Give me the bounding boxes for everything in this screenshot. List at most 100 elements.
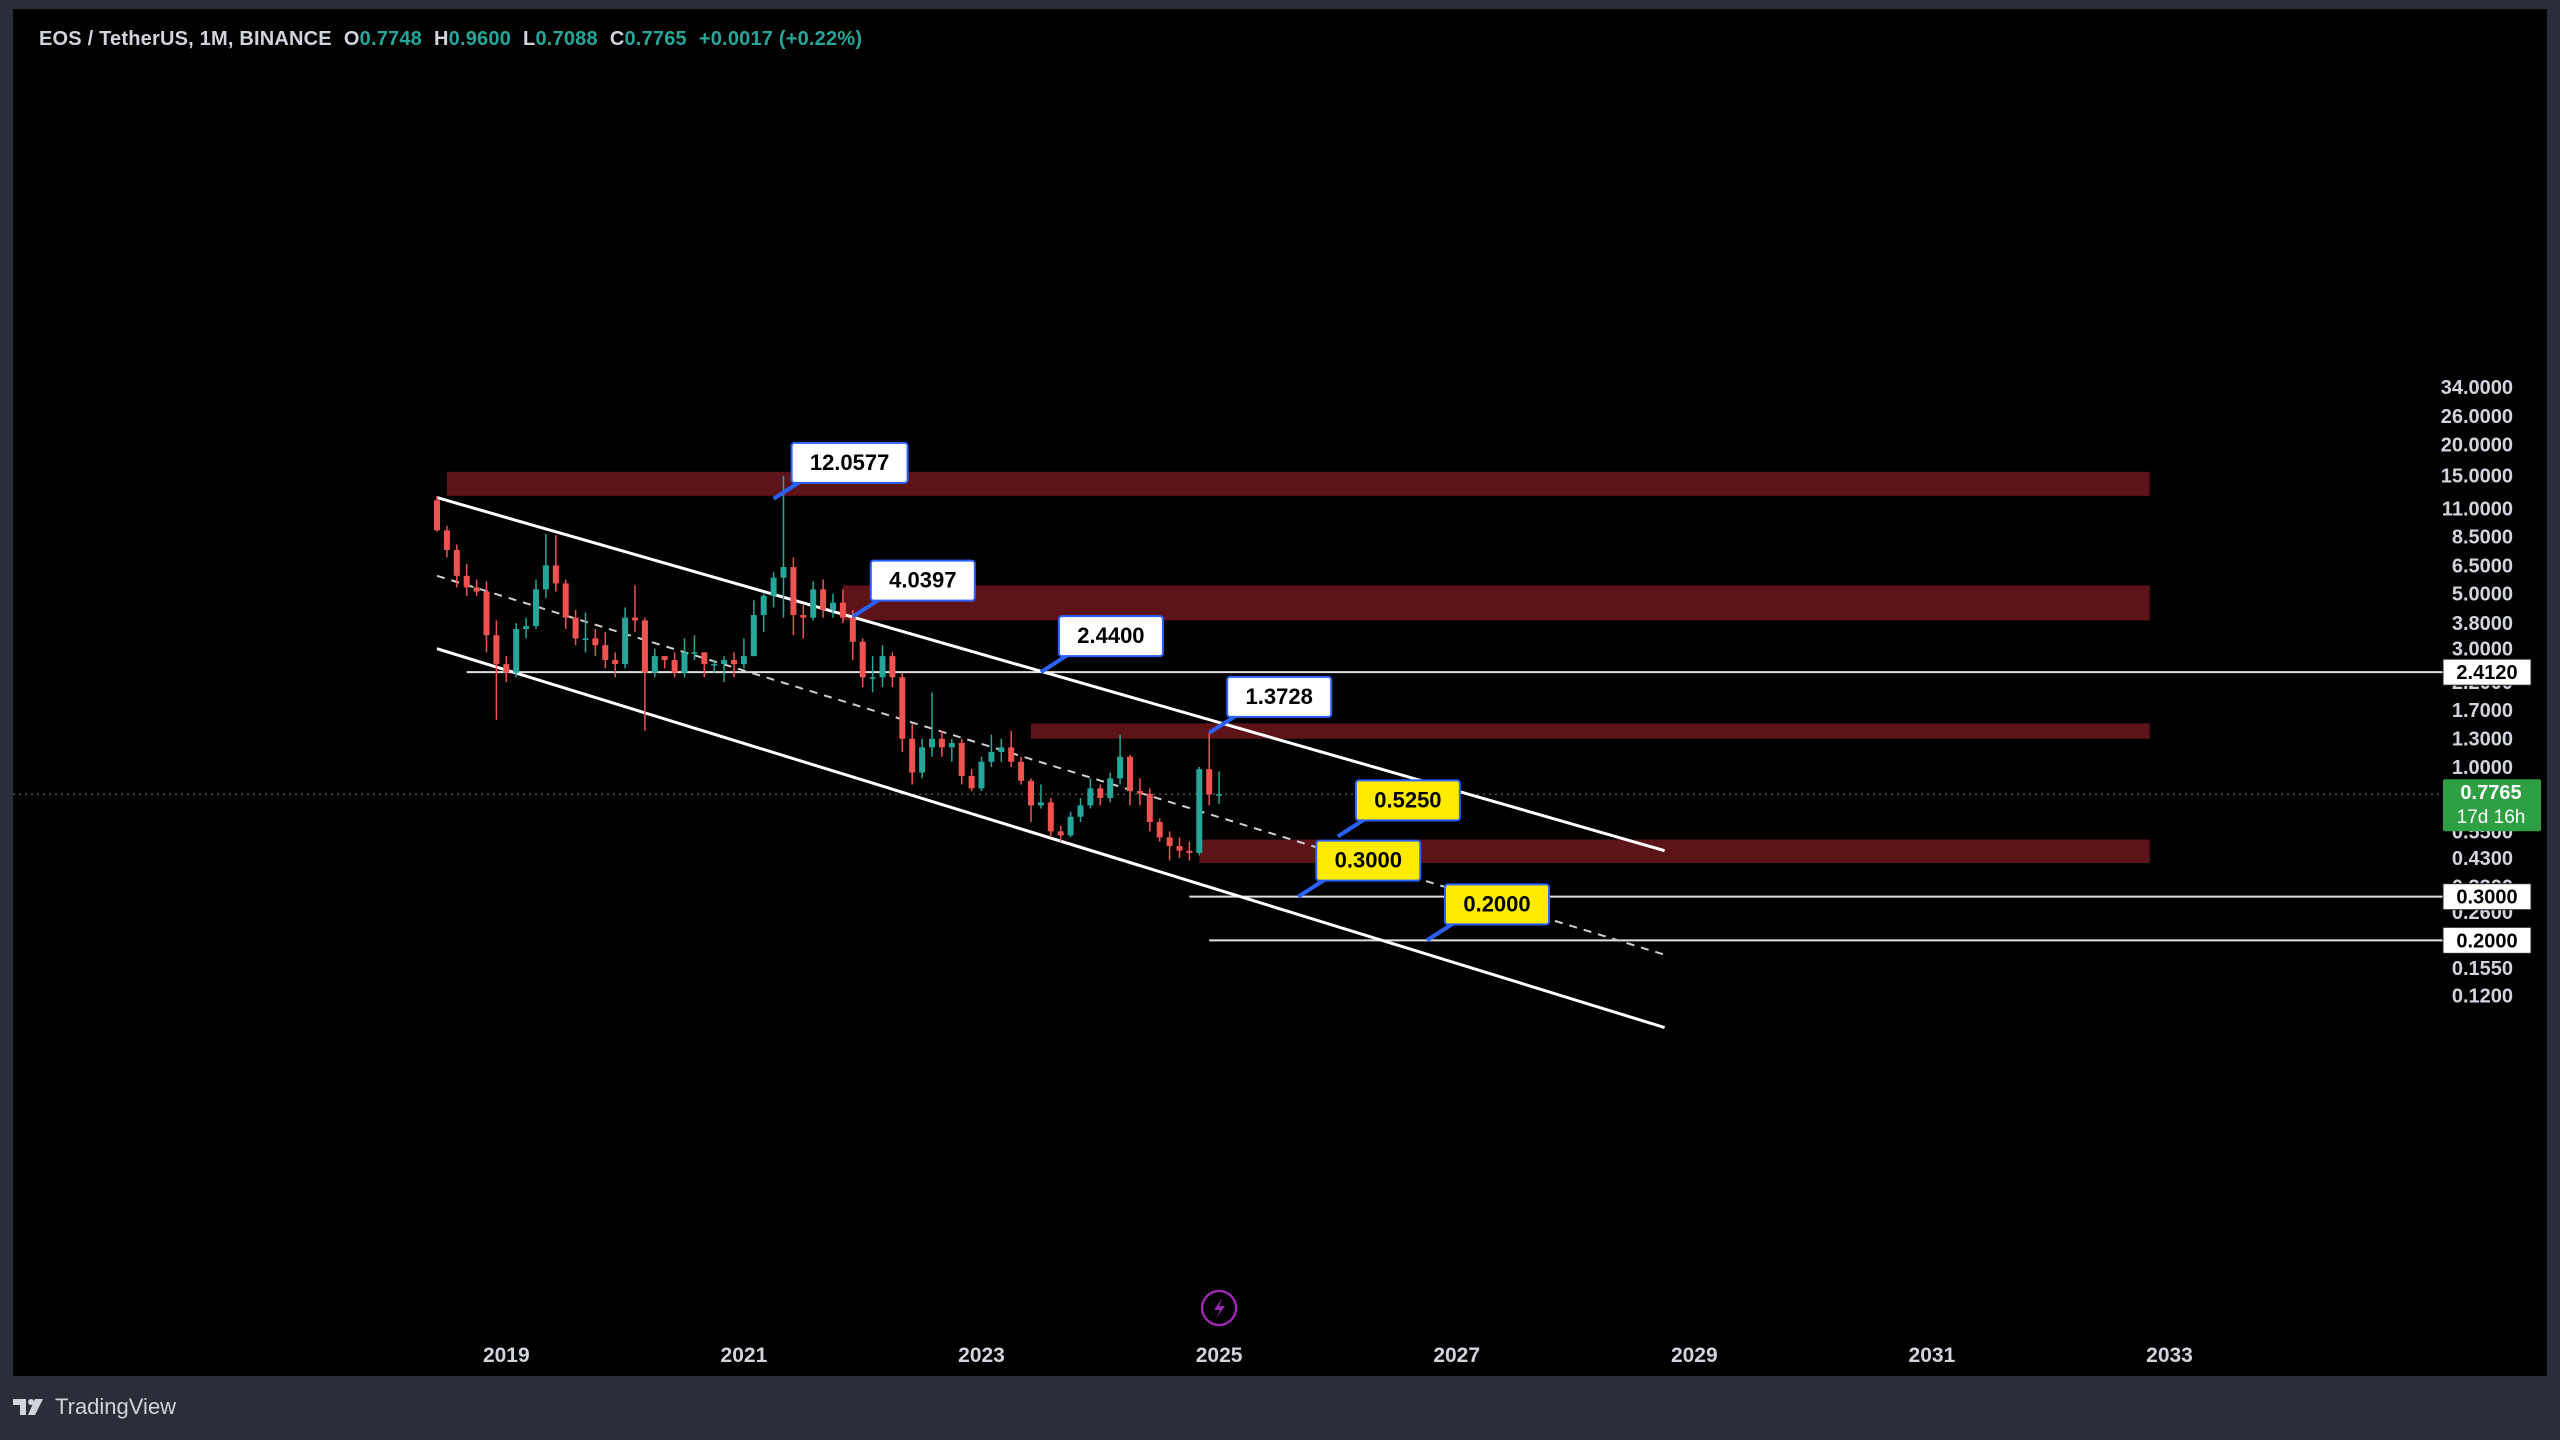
candle-body bbox=[1216, 794, 1223, 796]
tradingview-brand-label: TradingView bbox=[55, 1394, 177, 1419]
candle-body bbox=[740, 656, 747, 665]
price-callout-label: 0.3000 bbox=[1335, 848, 1402, 873]
candle-body bbox=[800, 615, 807, 618]
price-callout-label: 0.2000 bbox=[1463, 891, 1530, 916]
tradingview-logo-icon bbox=[13, 1399, 43, 1415]
channel-lower-line[interactable] bbox=[436, 647, 1666, 1029]
candle-body bbox=[1136, 791, 1143, 794]
y-axis-tick-label: 0.1550 bbox=[2452, 958, 2513, 980]
change-value: +0.0017 (+0.22%) bbox=[698, 28, 863, 50]
x-axis-tick-label: 2031 bbox=[1909, 1344, 1956, 1367]
low-value: 0.7088 bbox=[535, 28, 598, 50]
y-axis-tick-label: 1.3000 bbox=[2452, 729, 2513, 751]
candle-body bbox=[533, 589, 539, 627]
candle-body bbox=[770, 577, 777, 596]
candle-body bbox=[1097, 788, 1104, 798]
chart-pane[interactable]: 12.0577 4.0397 2.4400 1.3728 0.5250 0.3000 0.2… bbox=[13, 9, 2547, 1376]
price-callout-label: 2.4400 bbox=[1077, 623, 1144, 648]
current-price-label: 0.7765 bbox=[2460, 782, 2521, 804]
x-axis-tick-label: 2023 bbox=[958, 1344, 1005, 1367]
candle-body bbox=[592, 638, 599, 646]
price-chart[interactable]: 12.0577 4.0397 2.4400 1.3728 0.5250 0.3000 0.2… bbox=[13, 9, 2547, 1376]
candle-body bbox=[503, 664, 510, 673]
candle-body bbox=[513, 629, 520, 673]
price-callout-label: 0.5250 bbox=[1374, 787, 1441, 812]
symbol-title: EOS / TetherUS, 1M, BINANCE bbox=[39, 28, 332, 50]
price-callout-box[interactable] bbox=[1315, 839, 1422, 882]
candle-body bbox=[1067, 816, 1074, 836]
candle-body bbox=[661, 656, 668, 661]
candle-body bbox=[493, 635, 500, 665]
candle-body bbox=[701, 652, 708, 665]
candle-body bbox=[1107, 778, 1114, 798]
current-price-badge bbox=[2443, 779, 2541, 832]
candle-body bbox=[632, 617, 638, 621]
candle-body bbox=[879, 656, 886, 678]
y-axis-tick-label: 1.0000 bbox=[2452, 757, 2513, 779]
candle-body bbox=[948, 742, 955, 748]
level-price-badge bbox=[2442, 658, 2532, 686]
price-callout-box[interactable] bbox=[1057, 615, 1164, 658]
open-value: 0.7748 bbox=[359, 28, 422, 50]
close-label: C bbox=[609, 28, 625, 50]
candle-body bbox=[750, 615, 757, 657]
candle-body bbox=[1008, 747, 1015, 762]
level-price-badge bbox=[2442, 926, 2532, 954]
symbol-legend: EOS / TetherUS, 1M, BINANCE O0.7748 H0.960… bbox=[39, 28, 862, 51]
candle-body bbox=[1087, 788, 1094, 806]
y-axis-tick-label: 0.1200 bbox=[2452, 985, 2513, 1007]
candle-body bbox=[1146, 793, 1153, 823]
candle-body bbox=[1057, 831, 1064, 836]
y-axis-tick-label: 8.5000 bbox=[2452, 527, 2513, 549]
candle-body bbox=[830, 602, 836, 610]
supply-zone bbox=[446, 471, 2150, 496]
candle-body bbox=[483, 591, 490, 636]
footer-bar bbox=[0, 1376, 2560, 1440]
candle-body bbox=[671, 660, 678, 673]
tradingview-logo[interactable]: TradingView bbox=[13, 1394, 176, 1420]
y-axis-tick-label: 34.0000 bbox=[2441, 377, 2513, 399]
event-marker-icon[interactable] bbox=[1200, 1289, 1238, 1327]
candle-body bbox=[523, 626, 530, 630]
price-callout-box[interactable] bbox=[790, 441, 909, 484]
candle-body bbox=[919, 747, 926, 773]
candle-body bbox=[1047, 802, 1054, 832]
candle-body bbox=[889, 656, 896, 678]
candle-body bbox=[681, 652, 688, 673]
supply-zone bbox=[1199, 839, 2150, 864]
close-value: 0.7765 bbox=[624, 28, 687, 50]
high-value: 0.9600 bbox=[448, 28, 512, 50]
candle-body bbox=[1018, 761, 1025, 781]
candle-body bbox=[1166, 837, 1173, 847]
candle-body bbox=[542, 565, 549, 590]
price-callout-box[interactable] bbox=[1226, 675, 1333, 718]
candle-body bbox=[731, 660, 737, 665]
supply-zone bbox=[842, 585, 2150, 621]
candle-body bbox=[899, 677, 906, 739]
channel-upper-line[interactable] bbox=[436, 496, 1666, 853]
price-callout-box[interactable] bbox=[1444, 883, 1550, 926]
price-callout-box[interactable] bbox=[1354, 779, 1461, 822]
candle-body bbox=[473, 587, 480, 592]
y-axis-tick-label: 1.7000 bbox=[2452, 700, 2513, 722]
candle-body bbox=[810, 589, 817, 618]
candle-body bbox=[790, 567, 797, 616]
candle-body bbox=[958, 742, 965, 776]
candle-body bbox=[938, 738, 945, 748]
price-callout-box[interactable] bbox=[869, 559, 976, 602]
candle-body bbox=[1196, 769, 1203, 854]
candle-body bbox=[929, 738, 935, 748]
candle-body bbox=[582, 638, 589, 640]
candle-body bbox=[839, 602, 846, 618]
candle-body bbox=[859, 641, 866, 678]
price-callout-label: 1.3728 bbox=[1246, 684, 1313, 709]
candle-body bbox=[1206, 769, 1213, 795]
y-axis-tick-label: 0.4300 bbox=[2452, 848, 2513, 870]
candle-body bbox=[721, 660, 728, 665]
level-price-badge-label: 0.3000 bbox=[2456, 887, 2517, 909]
high-label: H bbox=[434, 28, 449, 50]
y-axis-tick-label: 15.0000 bbox=[2441, 465, 2513, 487]
x-axis-tick-label: 2029 bbox=[1671, 1344, 1718, 1367]
price-callout-label: 12.0577 bbox=[810, 450, 890, 475]
candle-body bbox=[998, 747, 1005, 752]
